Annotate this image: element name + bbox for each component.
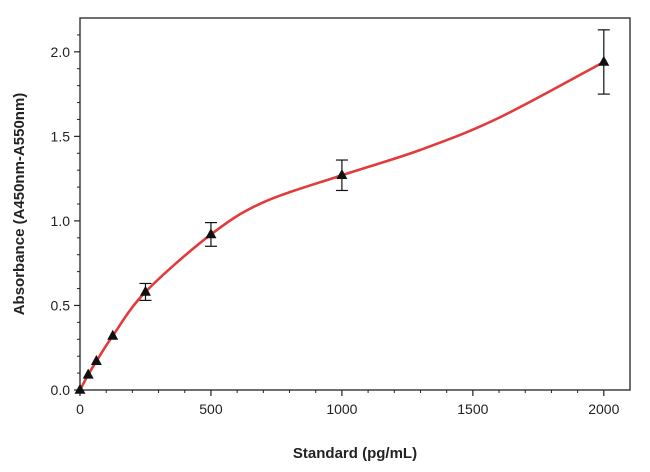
data-point-triangle — [139, 285, 151, 296]
x-tick-label: 1000 — [326, 401, 357, 417]
x-tick-label: 0 — [76, 401, 84, 417]
plot-border — [79, 17, 631, 391]
y-tick-label: 2.0 — [51, 44, 71, 60]
data-point-triangle — [598, 55, 610, 66]
data-point-triangle — [82, 368, 94, 379]
x-axis-title: Standard (pg/mL) — [293, 445, 417, 462]
y-axis: 0.0 0.5 1.0 1.5 2.0 — [51, 34, 80, 398]
x-tick-label: 500 — [199, 401, 223, 417]
fit-curve-line — [78, 60, 605, 391]
y-tick-label: 0.0 — [51, 382, 71, 398]
x-tick-label: 2000 — [588, 401, 619, 417]
data-point-triangle — [205, 228, 217, 239]
y-tick-label: 1.5 — [51, 128, 71, 144]
plot-frame — [79, 17, 631, 391]
data-point-markers — [74, 55, 610, 394]
x-axis: 0 500 1000 1500 2000 — [76, 390, 620, 417]
data-point-triangle — [90, 355, 102, 366]
y-tick-label: 1.0 — [51, 213, 71, 229]
data-point-triangle — [107, 329, 119, 340]
data-point-triangle — [74, 383, 86, 394]
data-point-triangle — [336, 169, 348, 180]
y-axis-title: Absorbance (A450nm-A550nm) — [11, 93, 28, 316]
x-tick-label: 1500 — [457, 401, 488, 417]
y-tick-label: 0.5 — [51, 297, 71, 313]
